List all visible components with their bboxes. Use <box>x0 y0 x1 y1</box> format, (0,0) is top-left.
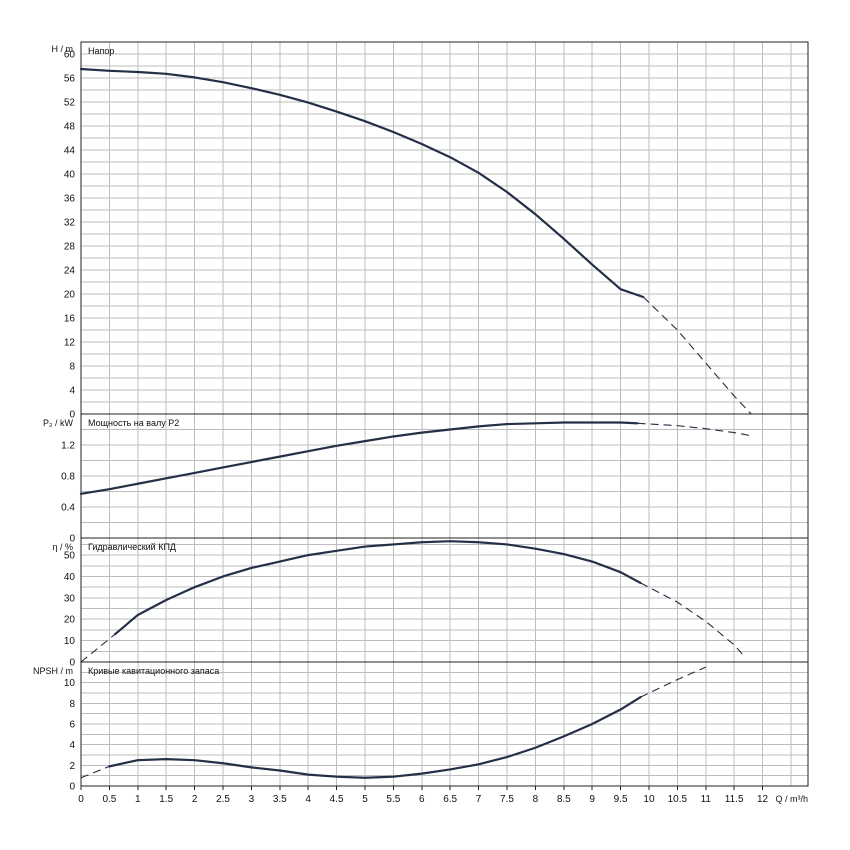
y-tick-label-head: 20 <box>64 290 76 301</box>
curve-solid-npsh <box>108 696 642 779</box>
x-tick-label: 3 <box>249 794 255 805</box>
y-tick-label-efficiency: 0 <box>69 658 75 669</box>
y-tick-label-head: 48 <box>64 122 76 133</box>
panel-title-efficiency: Гидравлический КПД <box>88 542 176 552</box>
y-tick-label-head: 60 <box>64 50 76 61</box>
y-tick-label-head: 36 <box>64 194 76 205</box>
x-tick-label: 7.5 <box>500 794 514 805</box>
y-axis-label-power: P₂ / kW <box>43 418 73 428</box>
y-tick-label-npsh: 8 <box>69 699 75 710</box>
x-tick-label: 4 <box>305 794 311 805</box>
y-tick-label-head: 24 <box>64 266 76 277</box>
y-tick-label-npsh: 4 <box>69 740 75 751</box>
y-tick-label-head: 0 <box>69 410 75 421</box>
x-tick-label: 11 <box>701 794 712 805</box>
y-tick-label-head: 12 <box>64 338 76 349</box>
y-tick-label-head: 28 <box>64 242 76 253</box>
y-tick-label-head: 32 <box>64 218 76 229</box>
x-tick-label: 9.5 <box>614 794 628 805</box>
chart-frame <box>80 41 809 787</box>
y-axis-label-head: H / m <box>52 44 74 54</box>
y-tick-label-power: 0.8 <box>61 472 75 483</box>
x-tick-label: 3.5 <box>273 794 287 805</box>
y-tick-label-efficiency: 20 <box>64 615 76 626</box>
curve-dashed-end-power <box>637 422 752 437</box>
y-tick-label-npsh: 2 <box>69 761 75 772</box>
y-tick-label-efficiency: 50 <box>64 551 76 562</box>
x-tick-label: 6 <box>419 794 425 805</box>
x-tick-label: 11.5 <box>725 794 744 805</box>
y-tick-label-npsh: 10 <box>64 678 76 689</box>
x-tick-label: 6.5 <box>443 794 457 805</box>
panel-title-npsh: Кривые кавитационного запаса <box>88 666 219 676</box>
y-axis-label-npsh: NPSH / m <box>33 666 73 676</box>
curve-dashed-start-efficiency <box>80 633 116 663</box>
y-tick-label-head: 40 <box>64 170 76 181</box>
x-tick-label: 4.5 <box>330 794 344 805</box>
x-tick-label: 1 <box>135 794 141 805</box>
curve-solid-efficiency <box>113 540 642 636</box>
x-tick-label: 0.5 <box>102 794 116 805</box>
curve-dashed-end-npsh <box>640 666 706 698</box>
y-tick-label-efficiency: 40 <box>64 572 76 583</box>
x-axis-label: Q / m³/h <box>775 794 808 804</box>
y-tick-label-head: 56 <box>64 74 76 85</box>
curve-dashed-start-npsh <box>80 765 110 779</box>
y-tick-label-head: 4 <box>69 386 75 397</box>
panel-title-power: Мощность на валу P2 <box>88 418 179 428</box>
y-tick-label-efficiency: 30 <box>64 593 76 604</box>
y-tick-label-head: 52 <box>64 98 76 109</box>
curve-solid-power <box>79 421 639 495</box>
y-tick-label-npsh: 0 <box>69 782 75 793</box>
curve-dashed-end-efficiency <box>640 582 746 659</box>
x-tick-label: 10.5 <box>668 794 688 805</box>
y-tick-label-head: 8 <box>69 362 75 373</box>
curve-solid-head <box>79 67 645 299</box>
y-tick-label-head: 16 <box>64 314 76 325</box>
x-tick-label: 5 <box>362 794 368 805</box>
curve-dashed-end-head <box>642 296 752 415</box>
y-tick-label-power: 1.2 <box>61 441 75 452</box>
x-tick-label: 9 <box>589 794 595 805</box>
y-tick-label-efficiency: 10 <box>64 636 76 647</box>
y-tick-label-power: 0 <box>69 534 75 545</box>
x-tick-label: 10 <box>643 794 655 805</box>
x-tick-label: 8 <box>533 794 539 805</box>
frame-layer <box>80 41 809 790</box>
x-tick-label: 2.5 <box>216 794 230 805</box>
x-tick-label: 7 <box>476 794 482 805</box>
x-tick-label: 1.5 <box>159 794 173 805</box>
x-tick-label: 5.5 <box>386 794 400 805</box>
y-tick-label-npsh: 6 <box>69 720 75 731</box>
panel-title-head: Напор <box>88 46 114 56</box>
x-tick-label: 0 <box>78 794 84 805</box>
x-tick-label: 12 <box>757 794 769 805</box>
y-tick-label-power: 0.4 <box>61 503 75 514</box>
y-tick-label-head: 44 <box>64 146 76 157</box>
x-tick-label: 2 <box>192 794 198 805</box>
curve-layer <box>79 67 752 779</box>
y-axis-label-efficiency: η / % <box>52 542 73 552</box>
x-tick-label: 8.5 <box>557 794 571 805</box>
